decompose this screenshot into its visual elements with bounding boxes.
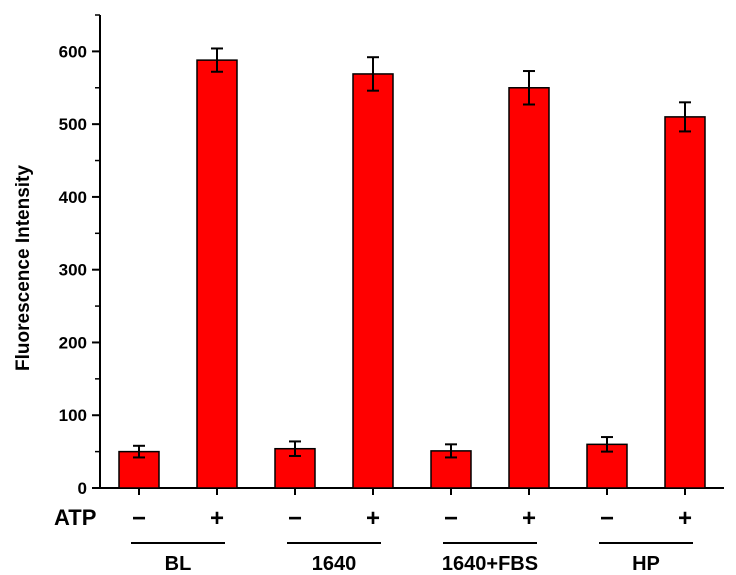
x-tick-label: +: [210, 505, 224, 532]
x-tick-label: −: [600, 505, 614, 532]
group-label: BL: [165, 553, 192, 575]
y-tick-label: 500: [59, 115, 87, 134]
y-tick-label: 100: [59, 406, 87, 425]
y-tick-label: 400: [59, 188, 87, 207]
bar: [352, 73, 394, 489]
x-tick-label: −: [444, 505, 458, 532]
group-label: 1640: [312, 553, 357, 575]
x-tick-label: +: [366, 505, 380, 532]
y-tick-label: 200: [59, 333, 87, 352]
bar: [508, 87, 550, 489]
group-label: 1640+FBS: [442, 553, 538, 575]
bar: [664, 116, 706, 489]
x-tick-label: −: [132, 505, 146, 532]
x-tick-label: −: [288, 505, 302, 532]
y-axis-label: Fluorescence Intensity: [13, 165, 34, 371]
y-tick-label: 300: [59, 261, 87, 280]
y-tick-label: 600: [59, 42, 87, 61]
x-tick-label: +: [522, 505, 536, 532]
chart-marks: 0 100 200 300 400 500 600 − + − + − + − + BL 1640 1640+FB…: [59, 14, 724, 575]
bar: [196, 59, 238, 489]
group-label: HP: [632, 553, 660, 575]
atp-row-label: ATP: [54, 505, 96, 530]
y-tick-label: 0: [78, 479, 87, 498]
x-tick-label: +: [678, 505, 692, 532]
